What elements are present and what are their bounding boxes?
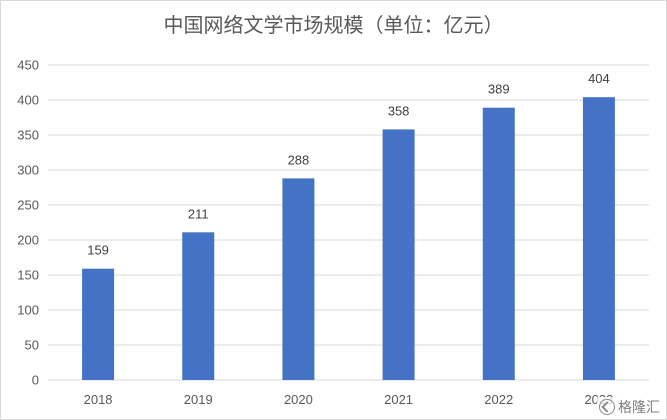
- data-label-2023: 404: [588, 71, 610, 86]
- y-tick-label: 450: [17, 58, 39, 73]
- x-axis-ticks: 201820192020202120222023: [84, 392, 614, 407]
- y-axis-ticks: 0 50 100 150 200 250 300 350 400 450: [17, 58, 39, 388]
- y-tick-label: 250: [17, 198, 39, 213]
- x-tick-label: 2022: [484, 392, 513, 407]
- x-tick-label: 2020: [284, 392, 313, 407]
- chart-title: 中国网络文学市场规模（单位：亿元）: [163, 13, 504, 37]
- data-label-2018: 159: [87, 243, 109, 258]
- data-label-2019: 211: [188, 206, 209, 221]
- gridlines: [48, 64, 649, 381]
- gelonghui-logo-icon: [599, 399, 615, 415]
- bar-2018: [82, 268, 115, 380]
- bar-2022: [482, 107, 515, 380]
- bar-2021: [382, 129, 415, 380]
- y-tick-label: 50: [25, 338, 39, 353]
- data-label-2020: 288: [288, 152, 310, 167]
- bar-2023: [582, 97, 615, 380]
- y-tick-label: 300: [17, 163, 39, 178]
- data-labels: 159 211 288 358 389 404: [87, 71, 610, 258]
- data-label-2022: 389: [488, 82, 510, 97]
- x-tick-label: 2018: [84, 392, 113, 407]
- watermark-text: 格隆汇: [618, 400, 660, 416]
- data-label-2021: 358: [388, 103, 410, 118]
- y-tick-label: 400: [17, 93, 39, 108]
- bar-2019: [182, 232, 215, 380]
- y-tick-label: 150: [17, 268, 39, 283]
- watermark: 格隆汇: [597, 397, 662, 417]
- y-tick-label: 200: [17, 233, 39, 248]
- x-tick-label: 2021: [384, 392, 413, 407]
- x-tick-label: 2019: [184, 392, 213, 407]
- bars: [82, 97, 615, 380]
- bar-2020: [282, 178, 315, 380]
- y-tick-label: 350: [17, 128, 39, 143]
- y-tick-label: 0: [32, 373, 39, 388]
- y-tick-label: 100: [17, 303, 39, 318]
